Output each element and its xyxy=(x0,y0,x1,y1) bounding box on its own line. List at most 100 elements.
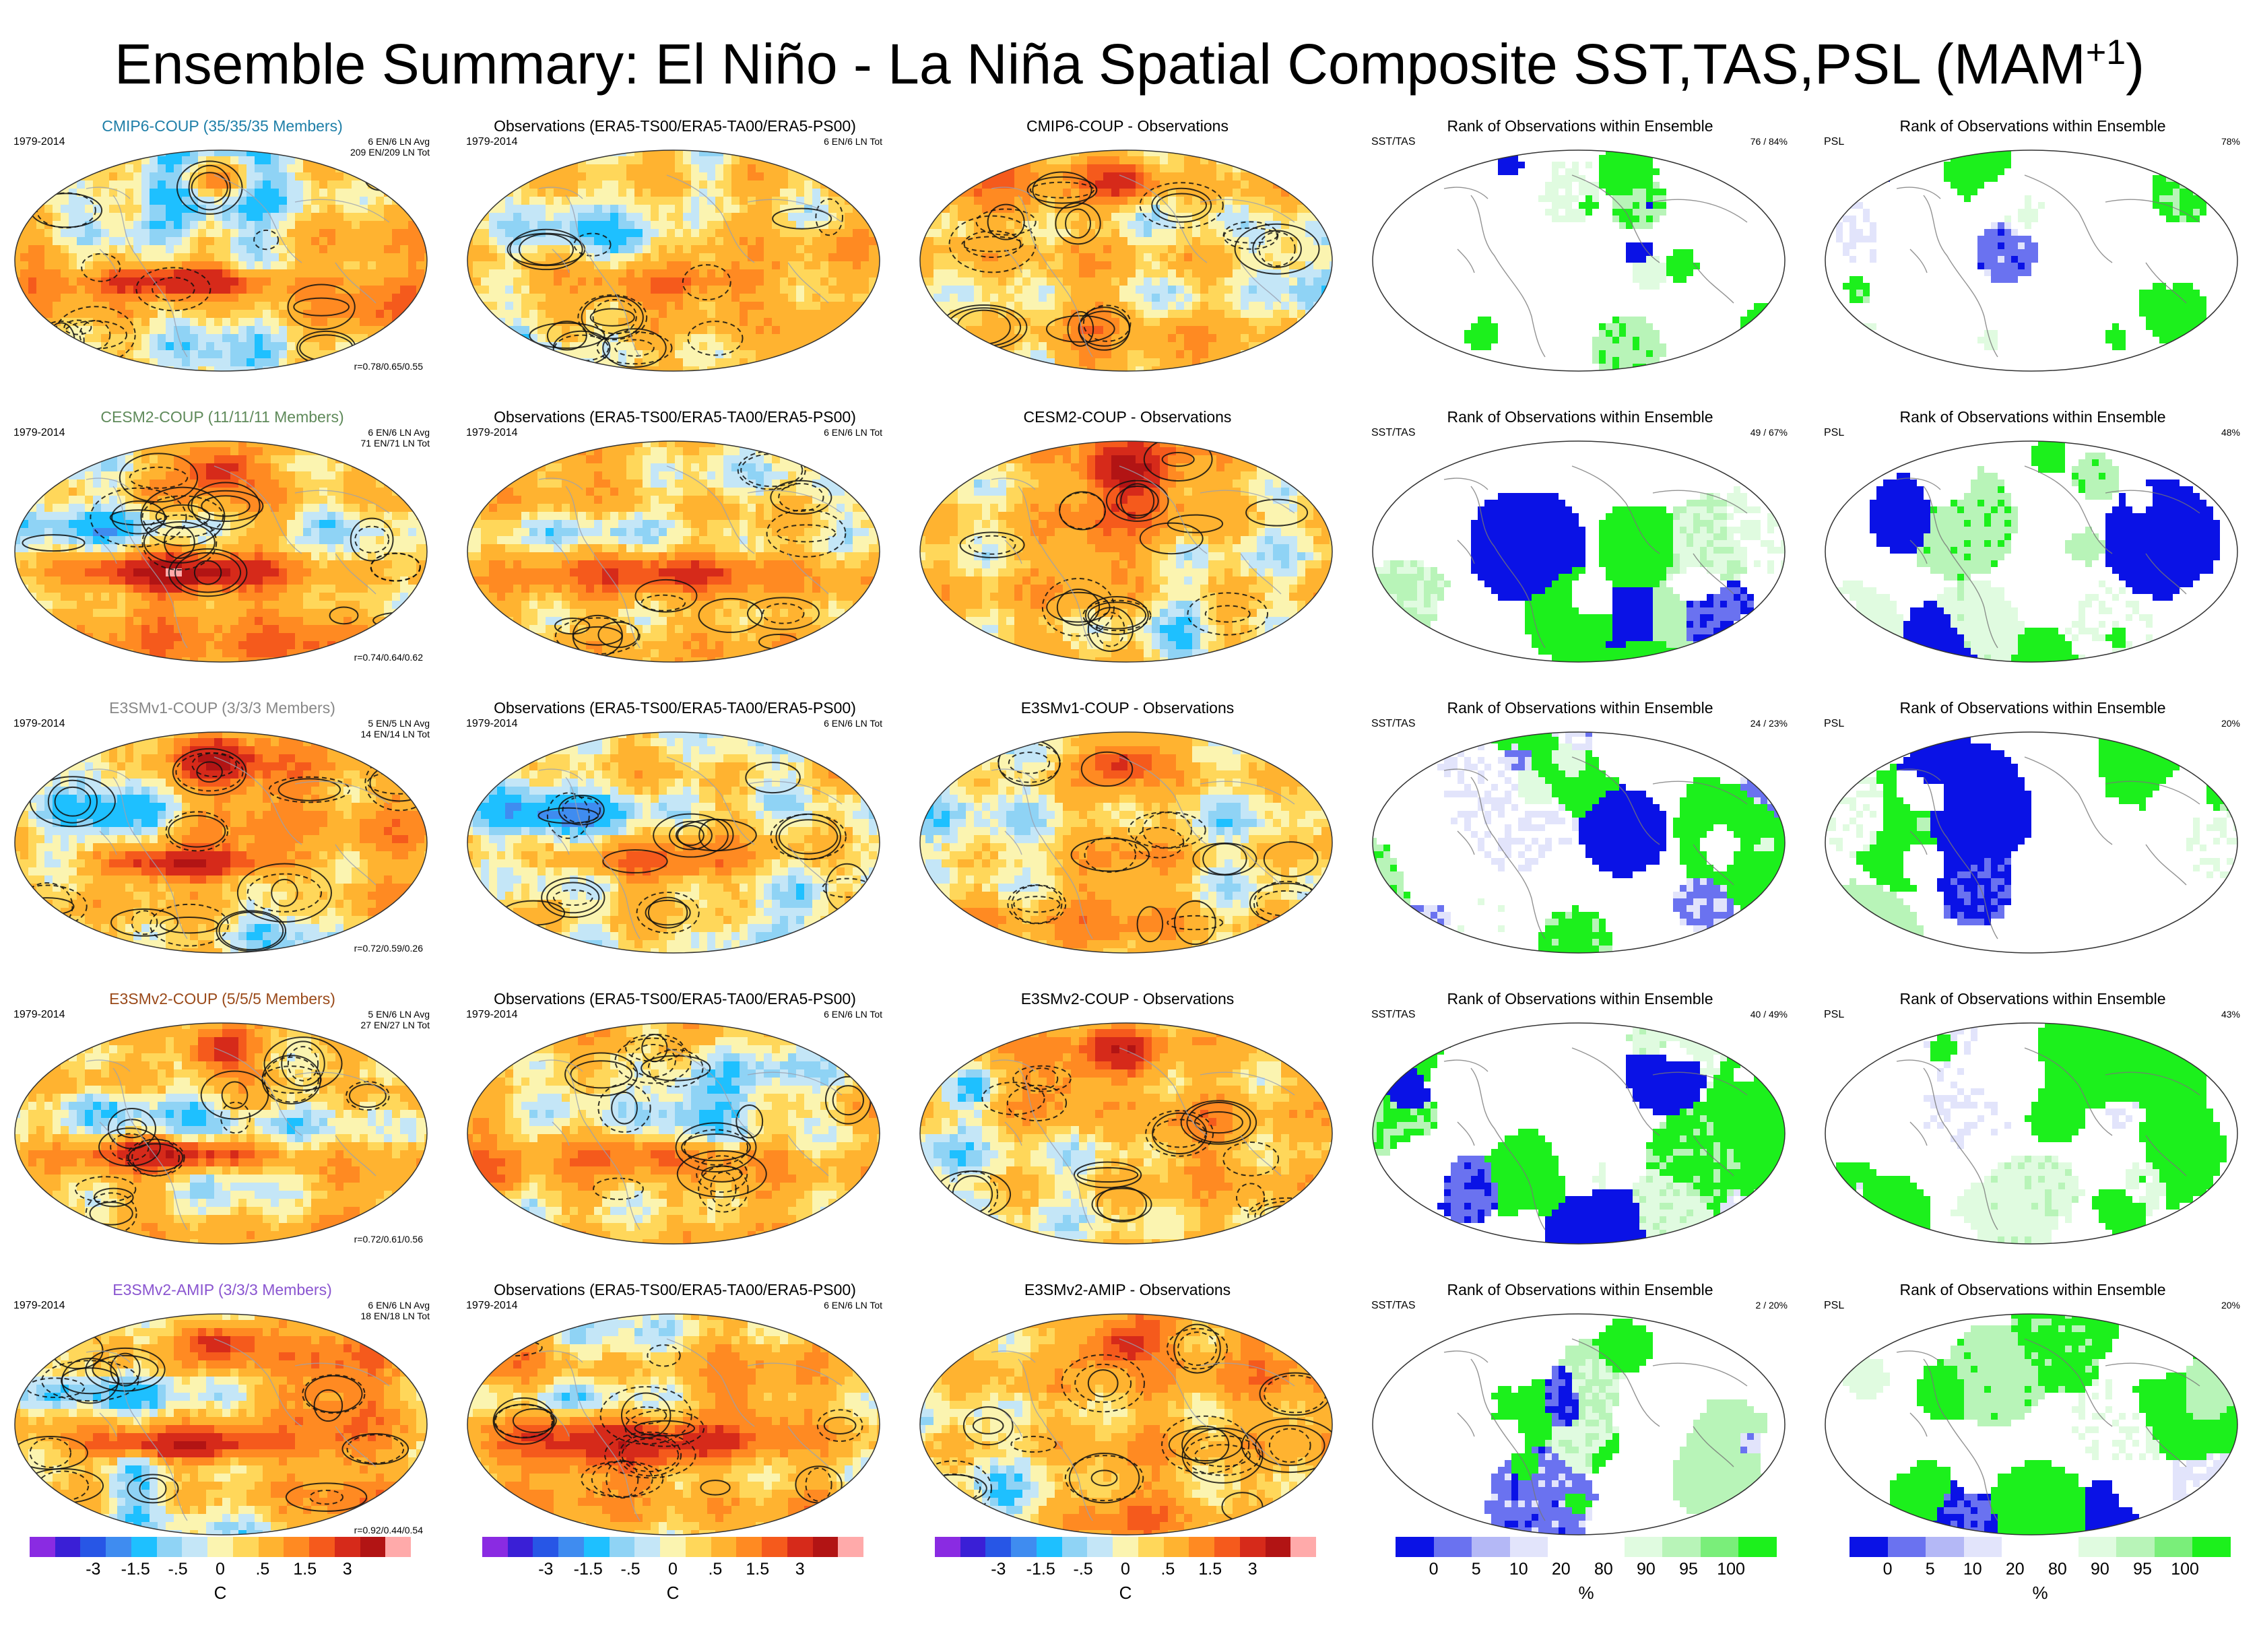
variable-label: SST/TAS xyxy=(1371,718,1416,730)
event-counts: 6 EN/6 LN Tot xyxy=(824,136,882,147)
colorbar-swatch xyxy=(1509,1537,1548,1557)
colorbar-swatch xyxy=(685,1537,711,1557)
globe-map xyxy=(919,1022,1333,1245)
correlation-label: r=0.74/0.64/0.62 xyxy=(354,652,423,663)
colorbar-tick: .5 xyxy=(255,1560,269,1579)
colorbar-tick: 1.5 xyxy=(293,1560,317,1579)
colorbar-tick: -3 xyxy=(86,1560,100,1579)
colorbar-tick: 1.5 xyxy=(1198,1560,1222,1579)
rank-percent: 20% xyxy=(2221,718,2240,729)
colorbar-swatch xyxy=(787,1537,813,1557)
colorbar-unit: C xyxy=(30,1583,411,1604)
map-panel-diff: CMIP6-COUP - Observations xyxy=(912,117,1343,387)
globe-map xyxy=(1372,731,1786,954)
colorbar-tick: -.5 xyxy=(168,1560,188,1579)
colorbar-swatch xyxy=(533,1537,559,1557)
globe-map xyxy=(14,150,428,372)
colorbar-swatch xyxy=(960,1537,986,1557)
map-panel-diff: E3SMv2-AMIP - Observations xyxy=(912,1281,1343,1550)
colorbar-tick: 95 xyxy=(2133,1560,2152,1579)
correlation-label: r=0.72/0.61/0.56 xyxy=(354,1234,423,1245)
event-counts-avg: 5 EN/6 LN Avg xyxy=(361,1009,430,1020)
variable-label: SST/TAS xyxy=(1371,1300,1416,1312)
colorbar-tick: 90 xyxy=(2091,1560,2109,1579)
colorbar-unit: C xyxy=(935,1583,1316,1604)
colorbar-tick: 100 xyxy=(1717,1560,1745,1579)
map-panel-model: E3SMv2-COUP (5/5/5 Members) 1979-2014 5 EN… xyxy=(7,990,438,1259)
map-panel-model: E3SMv1-COUP (3/3/3 Members) 1979-2014 5 EN… xyxy=(7,699,438,968)
rank-percent: 78% xyxy=(2221,136,2240,147)
colorbar-swatch xyxy=(2078,1537,2117,1557)
colorbar-swatch xyxy=(1265,1537,1291,1557)
colorbar-swatch xyxy=(80,1537,106,1557)
colorbar-swatch xyxy=(1290,1537,1317,1557)
colorbar-unit: % xyxy=(1849,1583,2231,1604)
map-panel-model: E3SMv2-AMIP (3/3/3 Members) 1979-2014 6 EN… xyxy=(7,1281,438,1550)
colorbar-tick: 10 xyxy=(1963,1560,1982,1579)
rank-percent: 24 / 23% xyxy=(1750,718,1788,729)
colorbar-tick: 3 xyxy=(1248,1560,1257,1579)
colorbar-swatch xyxy=(2002,1537,2040,1557)
globe-map xyxy=(919,1313,1333,1535)
panel-title: Rank of Observations within Ensemble xyxy=(1365,699,1796,717)
correlation-label: r=0.78/0.65/0.55 xyxy=(354,361,423,372)
colorbar-tick: 0 xyxy=(1121,1560,1130,1579)
globe-map xyxy=(919,731,1333,954)
colorbar-swatch xyxy=(1849,1537,1888,1557)
colorbar-swatch xyxy=(1138,1537,1164,1557)
globe-map xyxy=(14,1313,428,1535)
panel-title: E3SMv2-AMIP - Observations xyxy=(912,1281,1343,1299)
colorbar-tick: 5 xyxy=(1472,1560,1481,1579)
event-counts-tot: 18 EN/18 LN Tot xyxy=(361,1311,430,1321)
colorbar-tick: 10 xyxy=(1509,1560,1528,1579)
colorbar-unit: % xyxy=(1396,1583,1777,1604)
event-counts: 6 EN/6 LN Avg 18 EN/18 LN Tot xyxy=(361,1300,430,1321)
colorbar-tick: 0 xyxy=(668,1560,678,1579)
colorbar-swatch xyxy=(1472,1537,1510,1557)
colorbar-tick: -3 xyxy=(538,1560,553,1579)
colorbar-temp: -3 -1.5 -.5 0 .5 1.5 3 C xyxy=(30,1537,412,1614)
map-panel-rank2: Rank of Observations within Ensemble PSL 2… xyxy=(1817,1281,2248,1550)
colorbar-tick: 1.5 xyxy=(746,1560,769,1579)
colorbar-swatches xyxy=(935,1537,1317,1557)
colorbar-temp: -3 -1.5 -.5 0 .5 1.5 3 C xyxy=(935,1537,1317,1614)
panel-title: Rank of Observations within Ensemble xyxy=(1817,408,2248,426)
colorbar-swatch xyxy=(935,1537,960,1557)
colorbar-tick: 90 xyxy=(1637,1560,1656,1579)
colorbar-temp: -3 -1.5 -.5 0 .5 1.5 3 C xyxy=(482,1537,864,1614)
variable-label: PSL xyxy=(1824,136,1844,148)
map-panel-model: CMIP6-COUP (35/35/35 Members) 1979-2014 6 … xyxy=(7,117,438,387)
colorbar-swatch xyxy=(385,1537,412,1557)
correlation-label: r=0.92/0.44/0.54 xyxy=(354,1525,423,1535)
globe-map xyxy=(1372,1022,1786,1245)
rank-percent: 40 / 49% xyxy=(1750,1009,1788,1020)
year-range: 1979-2014 xyxy=(466,718,518,730)
page-title-superscript: +1 xyxy=(2086,33,2126,72)
panel-title: Observations (ERA5-TS00/ERA5-TA00/ERA5-P… xyxy=(459,1281,890,1299)
colorbar-tick: .5 xyxy=(1160,1560,1175,1579)
colorbar-swatch xyxy=(1036,1537,1062,1557)
year-range: 1979-2014 xyxy=(466,136,518,148)
panel-title: Observations (ERA5-TS00/ERA5-TA00/ERA5-P… xyxy=(459,117,890,135)
colorbar-swatch xyxy=(284,1537,310,1557)
map-panel-rank2: Rank of Observations within Ensemble PSL 2… xyxy=(1817,699,2248,968)
map-panel-rank2: Rank of Observations within Ensemble PSL 4… xyxy=(1817,408,2248,678)
variable-label: PSL xyxy=(1824,718,1844,730)
colorbar-swatch xyxy=(1887,1537,1926,1557)
colorbar-tick: -1.5 xyxy=(1026,1560,1055,1579)
colorbar-swatch xyxy=(334,1537,360,1557)
variable-label: PSL xyxy=(1824,1300,1844,1312)
colorbar-tick: 95 xyxy=(1679,1560,1698,1579)
colorbar-tick: 100 xyxy=(2171,1560,2199,1579)
globe-map xyxy=(467,731,880,954)
colorbar-swatch xyxy=(2154,1537,2193,1557)
globe-map xyxy=(14,440,428,663)
colorbar-swatch xyxy=(30,1537,55,1557)
rank-percent: 43% xyxy=(2221,1009,2240,1020)
colorbar-swatch xyxy=(2039,1537,2078,1557)
colorbar-swatch xyxy=(812,1537,839,1557)
map-panel-obs: Observations (ERA5-TS00/ERA5-TA00/ERA5-P… xyxy=(459,990,890,1259)
colorbar-swatch xyxy=(131,1537,157,1557)
colorbar-tick: 80 xyxy=(2048,1560,2067,1579)
panel-title: Rank of Observations within Ensemble xyxy=(1365,408,1796,426)
